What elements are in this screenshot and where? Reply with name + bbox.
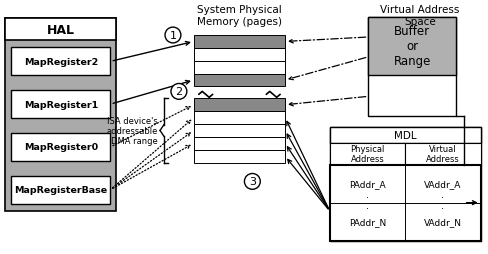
- Text: MapRegister2: MapRegister2: [23, 58, 98, 67]
- Text: MapRegister1: MapRegister1: [23, 100, 98, 109]
- Text: VAddr_N: VAddr_N: [424, 217, 462, 226]
- Bar: [5, 19, 116, 211]
- Bar: [11, 176, 110, 204]
- Bar: [194, 124, 285, 137]
- Bar: [194, 112, 285, 124]
- Circle shape: [244, 174, 260, 189]
- Bar: [194, 99, 285, 112]
- Bar: [330, 128, 481, 241]
- Text: Virtual Address
Space: Virtual Address Space: [381, 5, 460, 27]
- Text: MapRegisterBase: MapRegisterBase: [14, 185, 107, 194]
- Bar: [330, 128, 481, 143]
- Bar: [194, 74, 285, 87]
- Text: Buffer
or
Range: Buffer or Range: [393, 25, 431, 68]
- Bar: [405, 143, 481, 165]
- Bar: [368, 18, 456, 75]
- Bar: [194, 36, 285, 49]
- Bar: [11, 91, 110, 119]
- Text: Virtual
Address: Virtual Address: [426, 145, 460, 164]
- Bar: [330, 165, 481, 241]
- Text: Physical
Address: Physical Address: [350, 145, 385, 164]
- Text: 2: 2: [175, 87, 183, 97]
- Text: MDL: MDL: [394, 130, 417, 140]
- Circle shape: [165, 28, 181, 44]
- Text: 3: 3: [249, 177, 256, 187]
- Text: PAddr_N: PAddr_N: [349, 217, 386, 226]
- Text: ·
·: · ·: [366, 192, 369, 214]
- Text: PAddr_A: PAddr_A: [349, 179, 386, 188]
- Circle shape: [171, 84, 187, 100]
- Bar: [194, 137, 285, 150]
- Text: MapRegister0: MapRegister0: [24, 143, 98, 152]
- Bar: [330, 143, 405, 165]
- Bar: [368, 18, 456, 117]
- Bar: [194, 49, 285, 61]
- Bar: [11, 134, 110, 161]
- Text: ·
·: · ·: [442, 192, 445, 214]
- Text: 1: 1: [169, 31, 177, 41]
- Text: VAddr_A: VAddr_A: [424, 179, 462, 188]
- Text: ISA device's
addressable
DMA range: ISA device's addressable DMA range: [107, 116, 158, 146]
- Text: System Physical
Memory (pages): System Physical Memory (pages): [197, 5, 282, 27]
- Bar: [11, 48, 110, 76]
- Text: HAL: HAL: [47, 23, 75, 36]
- Bar: [5, 19, 116, 41]
- Bar: [194, 61, 285, 74]
- Bar: [194, 150, 285, 163]
